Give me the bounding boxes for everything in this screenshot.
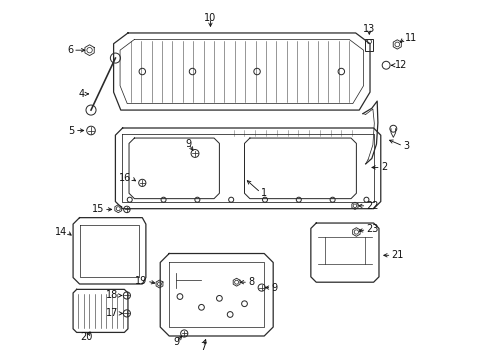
Text: 14: 14 [55, 227, 67, 237]
Text: 9: 9 [173, 337, 179, 347]
Text: 9: 9 [185, 139, 192, 149]
Text: 20: 20 [81, 332, 93, 342]
Text: 4: 4 [79, 89, 85, 99]
Text: 21: 21 [391, 250, 403, 260]
Text: 10: 10 [204, 13, 216, 23]
Text: 23: 23 [366, 225, 378, 234]
Text: 15: 15 [91, 204, 104, 215]
Text: 2: 2 [380, 162, 386, 172]
Text: 19: 19 [134, 276, 147, 286]
Text: 1: 1 [260, 188, 266, 198]
Text: 7: 7 [200, 342, 206, 352]
Text: 3: 3 [402, 141, 408, 151]
Text: 17: 17 [106, 309, 118, 318]
Text: 11: 11 [405, 33, 417, 43]
Text: 8: 8 [247, 277, 254, 287]
Text: 18: 18 [106, 291, 118, 301]
Text: 12: 12 [394, 60, 407, 70]
Text: 13: 13 [363, 24, 375, 35]
Text: 16: 16 [119, 173, 131, 183]
Text: 6: 6 [67, 45, 73, 55]
Text: 9: 9 [271, 283, 277, 293]
Text: 22: 22 [366, 201, 378, 211]
Text: 5: 5 [68, 126, 75, 135]
